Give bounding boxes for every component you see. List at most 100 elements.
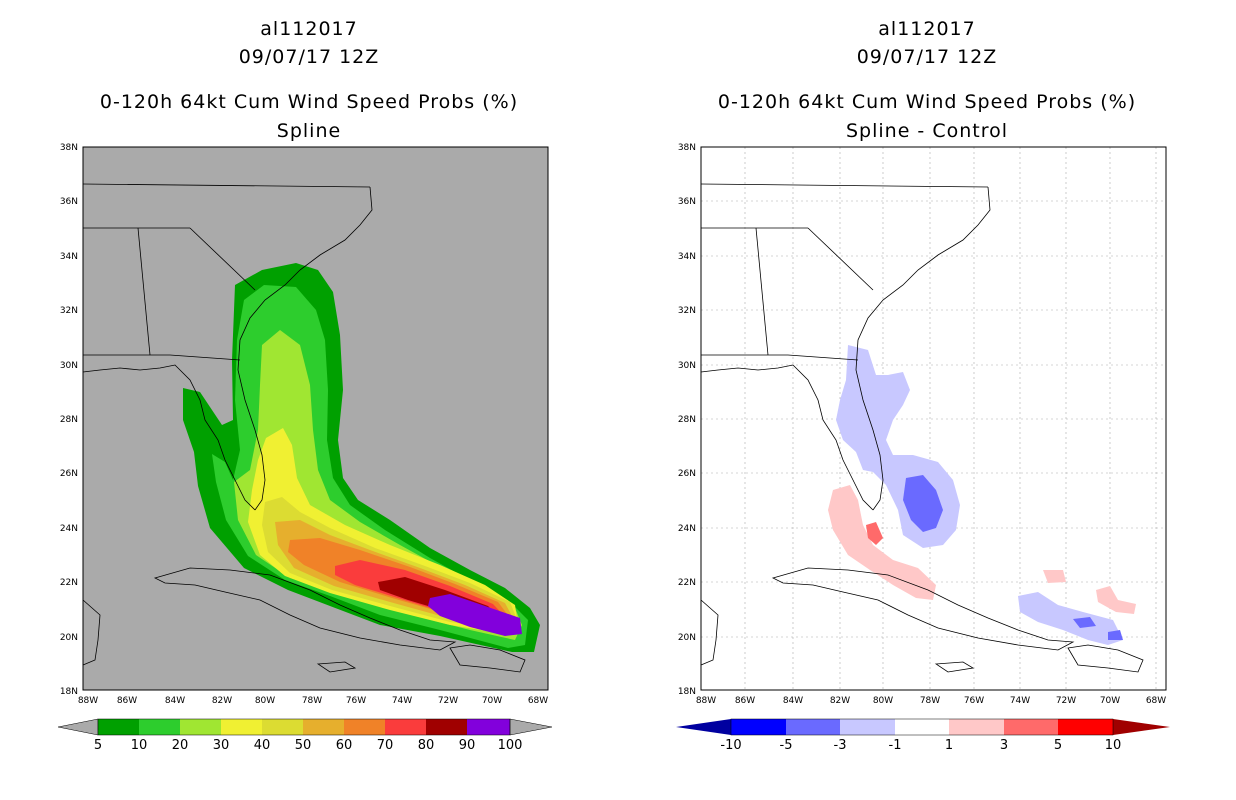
colorbar-label: 80 xyxy=(418,738,435,753)
colorbar-label: 40 xyxy=(254,738,271,753)
colorbar-swatch-70 xyxy=(385,719,426,735)
lat-label: 28N xyxy=(60,415,78,425)
left-axes: 38N 36N 34N 32N 30N 28N 26N 24N 22N 20N … xyxy=(60,143,548,706)
colorbar-low-arrow xyxy=(676,719,731,735)
lat-label: 18N xyxy=(678,687,696,697)
lat-label: 30N xyxy=(678,361,696,371)
datetime-title: 09/07/17 12Z xyxy=(238,46,380,68)
coastlines-and-borders xyxy=(82,183,526,673)
pos1-region-east-a xyxy=(1043,570,1066,583)
left-colorbar: 5 10 20 30 40 50 60 70 80 90 100 xyxy=(57,718,553,753)
lat-label: 28N xyxy=(678,415,696,425)
model-subtitle: Spline - Control xyxy=(845,120,1009,142)
datetime-title: 09/07/17 12Z xyxy=(856,46,998,68)
product-title: 0-120h 64kt Cum Wind Speed Probs (%) xyxy=(717,91,1137,113)
colorbar-label: 5 xyxy=(94,738,102,753)
colorbar-label: 10 xyxy=(131,738,148,753)
storm-id-title: al112017 xyxy=(260,18,358,40)
jamaica-coastline xyxy=(316,661,357,673)
state-border-ga-fl xyxy=(83,354,241,361)
colorbar-label: -5 xyxy=(780,738,793,753)
lon-label: 88W xyxy=(78,696,98,706)
lon-label: 74W xyxy=(392,696,412,706)
state-border-sc-ga xyxy=(189,227,256,291)
difference-contours xyxy=(828,345,1136,645)
lat-label: 26N xyxy=(60,469,78,479)
lat-label: 20N xyxy=(678,633,696,643)
lon-label: 80W xyxy=(255,696,275,706)
colorbar-low-arrow xyxy=(57,718,99,736)
map-frame xyxy=(700,146,1167,691)
colorbar-label: 1 xyxy=(945,738,953,753)
mexico-coast xyxy=(82,599,101,666)
colorbar-label: 70 xyxy=(377,738,394,753)
colorbar-swatch-neg3 xyxy=(840,719,895,735)
pos3-region-cuba xyxy=(866,522,883,545)
colorbar-swatch-neg5 xyxy=(786,719,840,735)
colorbar-swatch-80 xyxy=(426,719,467,735)
lat-label: 20N xyxy=(60,633,78,643)
lat-label: 34N xyxy=(678,252,696,262)
state-border-nc-va xyxy=(82,183,371,188)
colorbar-label: -1 xyxy=(889,738,902,753)
lon-label: 78W xyxy=(302,696,322,706)
left-panel: al112017 09/07/17 12Z 0-120h 64kt Cum Wi… xyxy=(57,18,553,753)
lat-label: 22N xyxy=(678,578,696,588)
colorbar-swatch-pos1 xyxy=(949,719,1004,735)
right-axes: 38N 36N 34N 32N 30N 28N 26N 24N 22N 20N … xyxy=(678,143,1166,706)
colorbar-swatch-pos3 xyxy=(1004,719,1058,735)
colorbar-swatch-60 xyxy=(344,719,385,735)
lat-label: 26N xyxy=(678,469,696,479)
colorbar-label: 50 xyxy=(295,738,312,753)
pos1-region-cuba xyxy=(828,485,936,600)
colorbar-label: 20 xyxy=(172,738,189,753)
lon-label: 74W xyxy=(1010,696,1030,706)
colorbar-high-arrow xyxy=(509,718,553,736)
colorbar-label: 3 xyxy=(1000,738,1008,753)
lat-label: 18N xyxy=(60,687,78,697)
colorbar-label: 100 xyxy=(498,738,523,753)
colorbar-swatch-5 xyxy=(98,719,139,735)
lat-label: 36N xyxy=(678,197,696,207)
lon-label: 84W xyxy=(165,696,185,706)
lon-label: 82W xyxy=(212,696,232,706)
hispaniola-coastline xyxy=(449,644,526,673)
lon-label: 78W xyxy=(920,696,940,706)
storm-id-title: al112017 xyxy=(878,18,976,40)
atlantic-coast xyxy=(237,186,373,511)
colorbar-swatch-pos5 xyxy=(1058,719,1113,735)
lon-label: 82W xyxy=(830,696,850,706)
lat-label: 32N xyxy=(60,306,78,316)
lon-label: 70W xyxy=(482,696,502,706)
right-panel: al112017 09/07/17 12Z 0-120h 64kt Cum Wi… xyxy=(618,0,1236,800)
lon-label: 86W xyxy=(117,696,137,706)
product-title: 0-120h 64kt Cum Wind Speed Probs (%) xyxy=(99,91,519,113)
right-colorbar: -10 -5 -3 -1 1 3 5 10 xyxy=(676,718,1170,753)
colorbar-label: 10 xyxy=(1105,738,1122,753)
probability-contours xyxy=(183,263,540,652)
lon-label: 84W xyxy=(783,696,803,706)
gulf-coast-florida xyxy=(82,364,256,511)
lat-label: 36N xyxy=(60,197,78,207)
lat-label: 22N xyxy=(60,578,78,588)
lon-label: 76W xyxy=(346,696,366,706)
map-frame xyxy=(82,146,549,691)
colorbar-swatch-20 xyxy=(180,719,221,735)
colorbar-label: 30 xyxy=(213,738,230,753)
colorbar-label: -10 xyxy=(720,738,741,753)
lon-label: 88W xyxy=(696,696,716,706)
neg3-region-east xyxy=(1073,617,1123,640)
colorbar-high-arrow xyxy=(1113,719,1170,735)
lon-label: 70W xyxy=(1100,696,1120,706)
model-subtitle: Spline xyxy=(276,120,342,142)
lon-label: 80W xyxy=(873,696,893,706)
colorbar-swatch-30 xyxy=(221,719,262,735)
colorbar-swatch-zero xyxy=(895,719,949,735)
coastlines-and-borders xyxy=(700,183,1144,673)
lon-label: 72W xyxy=(438,696,458,706)
right-map: 38N 36N 34N 32N 30N 28N 26N 24N 22N 20N … xyxy=(676,143,1170,753)
lat-label: 38N xyxy=(678,143,696,153)
lon-label: 76W xyxy=(964,696,984,706)
lon-label: 68W xyxy=(1146,696,1166,706)
left-map: 38N 36N 34N 32N 30N 28N 26N 24N 22N 20N … xyxy=(57,143,553,753)
